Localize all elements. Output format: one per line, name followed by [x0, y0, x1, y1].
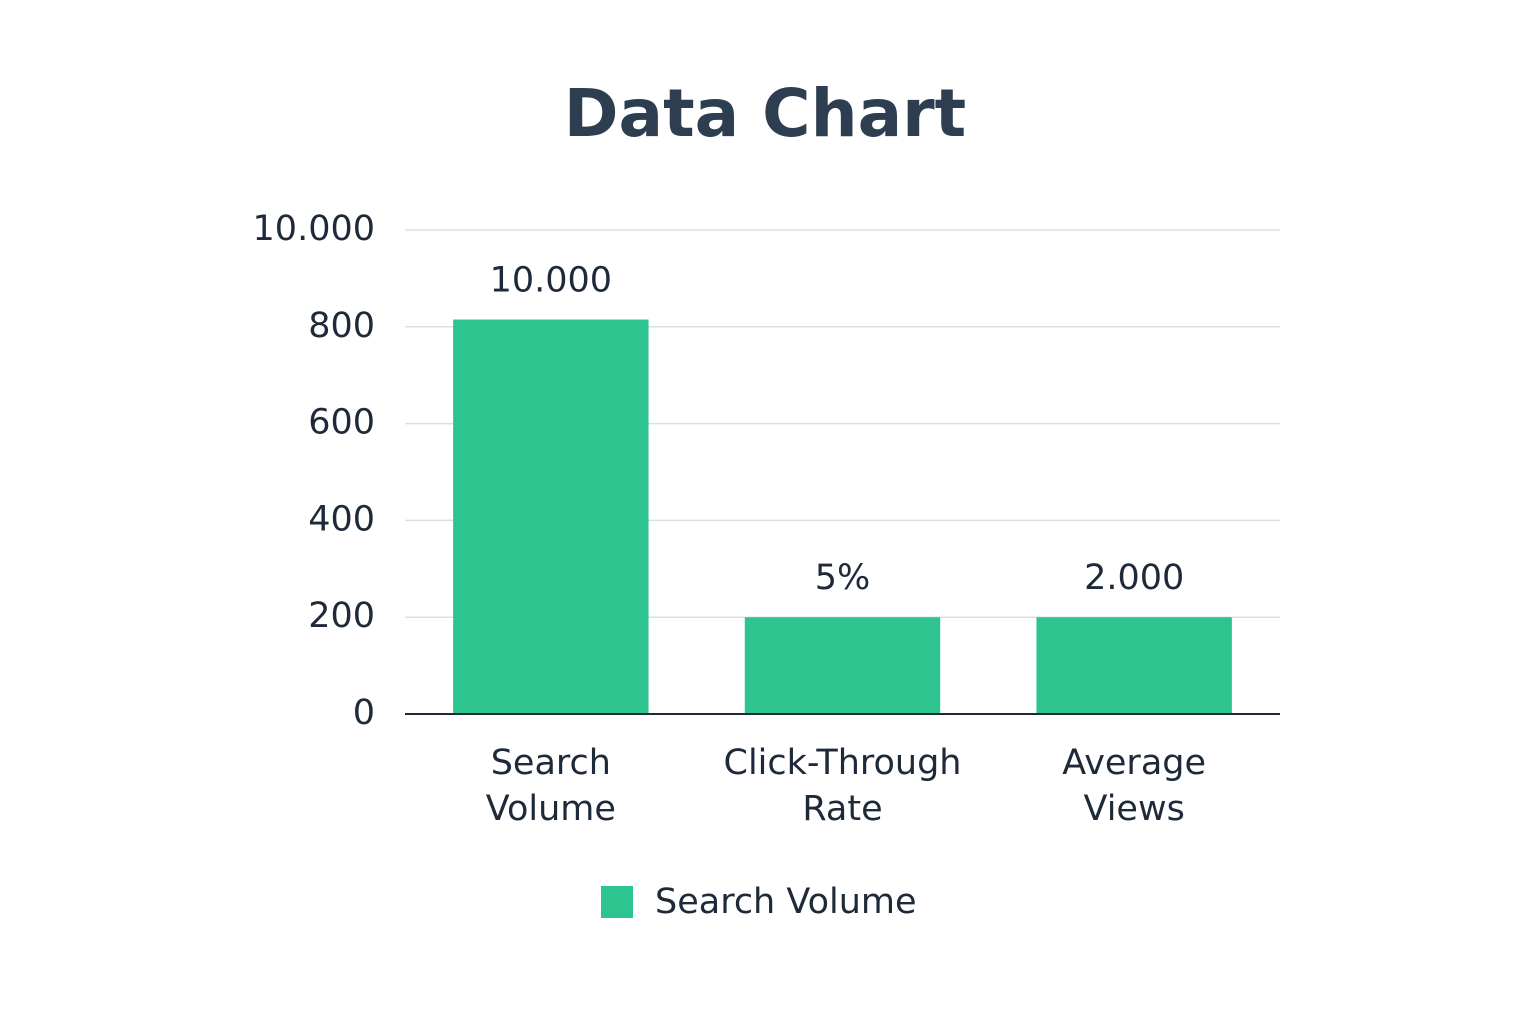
- bar-annotation: 10.000: [490, 261, 612, 301]
- legend-label: Search Volume: [655, 882, 917, 922]
- y-tick-label: 200: [308, 596, 375, 636]
- x-tick-label-line: Click-Through: [724, 743, 962, 783]
- bar-annotation: 2.000: [1084, 558, 1184, 598]
- bar: [744, 617, 941, 714]
- x-tick-label-line: Average: [1062, 743, 1206, 783]
- x-tick-label-line: Rate: [802, 789, 882, 829]
- x-tick-label-line: Search: [491, 743, 611, 783]
- y-tick-label: 800: [308, 306, 375, 346]
- bar-annotation: 5%: [815, 558, 871, 598]
- y-tick-label: 400: [308, 499, 375, 539]
- bar: [453, 319, 649, 714]
- bar: [1036, 617, 1232, 714]
- x-tick-label: Search Volume: [486, 743, 616, 829]
- y-tick-label: 10.000: [253, 209, 375, 249]
- x-tick-label-line: Volume: [486, 789, 616, 829]
- chart-title: Data Chart: [564, 75, 966, 152]
- x-tick-label: Average Views: [1062, 743, 1206, 829]
- y-tick-label: 0: [353, 693, 375, 733]
- x-tick-label: Click-Through Rate: [724, 743, 962, 829]
- legend-swatch: [601, 886, 633, 918]
- x-tick-label-line: Views: [1084, 789, 1185, 829]
- y-tick-label: 600: [308, 403, 375, 443]
